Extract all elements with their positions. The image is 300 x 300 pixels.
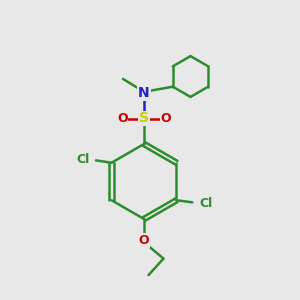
Text: N: N [138,86,150,100]
Text: S: S [139,112,149,125]
Text: Cl: Cl [199,197,212,210]
Text: Cl: Cl [77,153,90,166]
Text: O: O [160,112,171,125]
Text: O: O [139,234,149,247]
Text: O: O [117,112,128,125]
